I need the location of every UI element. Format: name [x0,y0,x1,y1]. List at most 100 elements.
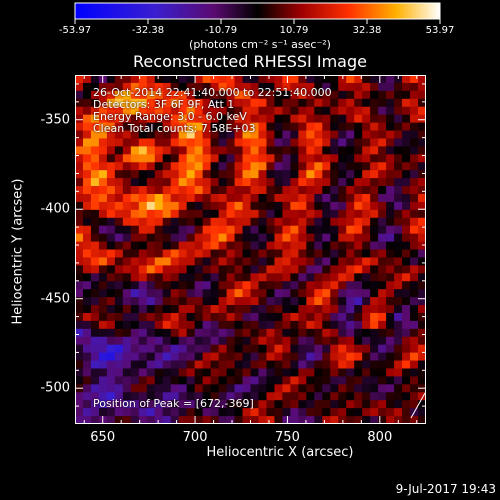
heatmap-cell [250,360,259,369]
heatmap-cell [298,146,307,155]
heatmap-cell [186,178,196,187]
heatmap-cell [258,162,267,171]
heatmap-cell [354,225,363,235]
heatmap-cell [75,186,84,195]
heatmap-cell [106,209,116,219]
heatmap-cell [122,90,132,100]
heatmap-cell [410,257,419,266]
heatmap-cell [418,201,426,211]
heatmap-cell [274,90,283,100]
heatmap-cell [114,305,124,314]
heatmap-cell [146,257,156,266]
heatmap-cell [186,162,196,171]
heatmap-cell [170,384,180,393]
heatmap-cell [330,170,339,179]
heatmap-cell [258,305,267,314]
heatmap-cell [330,217,339,227]
heatmap-cell [306,368,315,377]
heatmap-cell [90,201,100,211]
heatmap-cell [378,146,387,155]
heatmap-cell [178,392,188,401]
heatmap-cell [194,146,204,155]
heatmap-cell [242,193,251,203]
heatmap-cell [306,376,315,385]
heatmap-cell [218,193,228,203]
heatmap-cell [402,297,411,306]
heatmap-cell [290,408,299,417]
heatmap-cell [202,178,212,187]
heatmap-cell [234,217,244,227]
heatmap-cell [354,138,363,147]
heatmap-cell [274,217,283,227]
heatmap-cell [346,376,355,385]
heatmap-cell [122,106,132,116]
heatmap-cell [194,344,204,354]
heatmap-cell [75,209,84,219]
heatmap-cell [82,138,92,147]
info-line-counts: Clean Total counts: 7.58E+03 [93,122,256,135]
heatmap-cell [274,273,283,282]
heatmap-cell [354,368,363,377]
heatmap-cell [218,257,228,266]
heatmap-cell [322,122,331,132]
heatmap-cell [402,241,411,250]
heatmap-cell [114,170,124,179]
heatmap-cell [306,114,315,124]
heatmap-cell [290,233,299,243]
heatmap-cell [298,281,307,290]
heatmap-cell [402,209,411,219]
y-tick-label: -450 [40,291,70,307]
heatmap-cell [75,281,84,290]
heatmap-cell [242,273,251,282]
heatmap-cell [186,193,196,203]
heatmap-cell [354,178,363,187]
heatmap-cell [82,344,92,354]
heatmap-cell [170,328,180,338]
heatmap-cell [170,146,180,155]
heatmap-cell [138,130,148,139]
heatmap-cell [354,162,363,171]
heatmap-cell [386,122,395,132]
heatmap-cell [282,305,291,314]
heatmap-cell [242,170,251,179]
heatmap-cell [178,297,188,306]
heatmap-cell [354,312,363,322]
heatmap-cell [258,114,267,124]
heatmap-cell [98,201,108,211]
heatmap-cell [250,249,259,258]
heatmap-cell [162,297,172,306]
heatmap-cell [250,328,259,338]
heatmap-cell [266,82,275,92]
heatmap-cell [82,392,92,401]
heatmap-cell [394,217,403,227]
heatmap-cell [410,170,419,179]
heatmap-cell [194,106,204,116]
heatmap-cell [75,376,84,385]
heatmap-cell [298,193,307,203]
heatmap-cell [322,297,331,306]
heatmap-cell [170,312,180,322]
heatmap-cell [186,186,196,195]
heatmap-cell [138,154,148,163]
heatmap-cell [242,392,251,401]
heatmap-cell [250,257,259,266]
heatmap-cell [178,130,188,139]
heatmap-cell [234,368,244,377]
heatmap-cell [98,281,108,290]
heatmap-cell [346,416,355,424]
heatmap-cell [418,225,426,235]
heatmap-cell [82,217,92,227]
heatmap-cell [378,281,387,290]
heatmap-cell [338,162,347,171]
heatmap-cell [210,154,220,163]
heatmap-cell [362,106,371,116]
heatmap-cell [218,209,228,219]
heatmap-cell [346,154,355,163]
heatmap-cell [154,241,164,250]
heatmap-cell [178,82,188,92]
heatmap-cell [394,352,403,362]
info-line-time: 26-Oct-2014 22:41:40.000 to 22:51:40.000 [93,86,332,99]
heatmap-cell [250,154,259,163]
heatmap-cell [75,297,84,306]
heatmap-cell [186,146,196,155]
